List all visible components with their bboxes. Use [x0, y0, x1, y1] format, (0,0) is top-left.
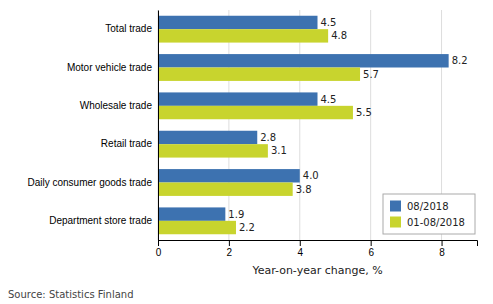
legend: 08/2018 01-08/2018: [383, 194, 475, 234]
tick-mark: [158, 240, 159, 246]
axis-line: [159, 241, 478, 247]
legend-label: 01-08/2018: [407, 217, 465, 228]
data-label: 5.7: [363, 69, 379, 80]
bar: [158, 16, 318, 29]
legend-label: 08/2018: [407, 201, 449, 212]
tick-mark: [371, 240, 372, 246]
legend-item: 01-08/2018: [390, 217, 465, 228]
tick: Department store trade: [49, 215, 152, 226]
tick-label: Total trade: [105, 23, 152, 34]
grid-line: [370, 10, 371, 240]
bar: [158, 183, 293, 196]
grid: [158, 10, 442, 240]
bar: [158, 221, 236, 234]
tick-mark: [300, 240, 301, 246]
tick-label: Retail trade: [101, 138, 153, 149]
grid-line: [299, 10, 300, 240]
tick: Retail trade: [101, 138, 153, 149]
grid-line: [158, 10, 159, 240]
grid-line: [228, 10, 229, 240]
tick: 6: [368, 240, 374, 258]
data-label: 2.8: [260, 132, 276, 143]
data-label: 8.2: [452, 55, 468, 66]
tick: 8: [439, 240, 445, 258]
x-axis-title: Year-on-year change, %: [251, 264, 382, 277]
tick: 4: [297, 240, 303, 258]
tick-label: Department store trade: [49, 215, 152, 226]
legend-swatch: [390, 217, 401, 228]
bar: [158, 131, 257, 144]
tick: 2: [227, 240, 233, 258]
legend-swatch: [390, 201, 401, 212]
tick: 0: [156, 240, 162, 258]
data-label: 1.9: [228, 209, 244, 220]
axis-line: [158, 11, 159, 241]
data-label: 4.5: [321, 17, 337, 28]
tick-label: 0: [156, 247, 162, 258]
tick-label: 4: [297, 247, 303, 258]
data-label: 4.5: [321, 94, 337, 105]
annotation: Source: Statistics Finland: [8, 289, 134, 300]
data-label: 3.1: [271, 145, 287, 156]
bar: [158, 106, 353, 119]
chart: 4.5 8.2 4.5 2.8 4.0 1.9 4.8 5.7 5.5 3.1 3.8 2.2 0 2 4 6…: [0, 0, 493, 304]
tick-label: Wholesale trade: [80, 100, 153, 111]
y-axis: Total trade Motor vehicle trade Wholesale …: [27, 11, 158, 241]
bar: [158, 144, 268, 157]
legend-frame: [383, 194, 475, 234]
plot: 4.5 8.2 4.5 2.8 4.0 1.9 4.8 5.7 5.5 3.1 3.8 2.2 0 2 4 6…: [27, 10, 477, 277]
data-label: 4.0: [303, 170, 319, 181]
legend-item: 08/2018: [390, 201, 449, 212]
tick: Daily consumer goods trade: [27, 177, 152, 188]
tick: Total trade: [105, 23, 152, 34]
bar: [158, 169, 300, 182]
bar: [158, 92, 318, 105]
data-label: 5.5: [356, 107, 372, 118]
bar: [158, 29, 328, 42]
tick: Motor vehicle trade: [67, 62, 152, 73]
tick-label: Motor vehicle trade: [67, 62, 152, 73]
tick-mark: [229, 240, 230, 246]
tick-mark: [442, 240, 443, 246]
data-label: 3.8: [296, 184, 312, 195]
tick-label: 8: [439, 247, 445, 258]
x-axis: 0 2 4 6 8: [156, 240, 478, 258]
tick: Wholesale trade: [80, 100, 153, 111]
tick-label: 6: [368, 247, 374, 258]
data-labels: 4.5 8.2 4.5 2.8 4.0 1.9 4.8 5.7 5.5 3.1 3.8 2.2: [228, 17, 467, 233]
tick-label: 2: [227, 247, 233, 258]
data-label: 4.8: [331, 30, 347, 41]
tick-label: Daily consumer goods trade: [27, 177, 152, 188]
data-label: 2.2: [239, 222, 255, 233]
bar: [158, 54, 449, 67]
bar: [158, 207, 225, 220]
bar: [158, 68, 360, 81]
